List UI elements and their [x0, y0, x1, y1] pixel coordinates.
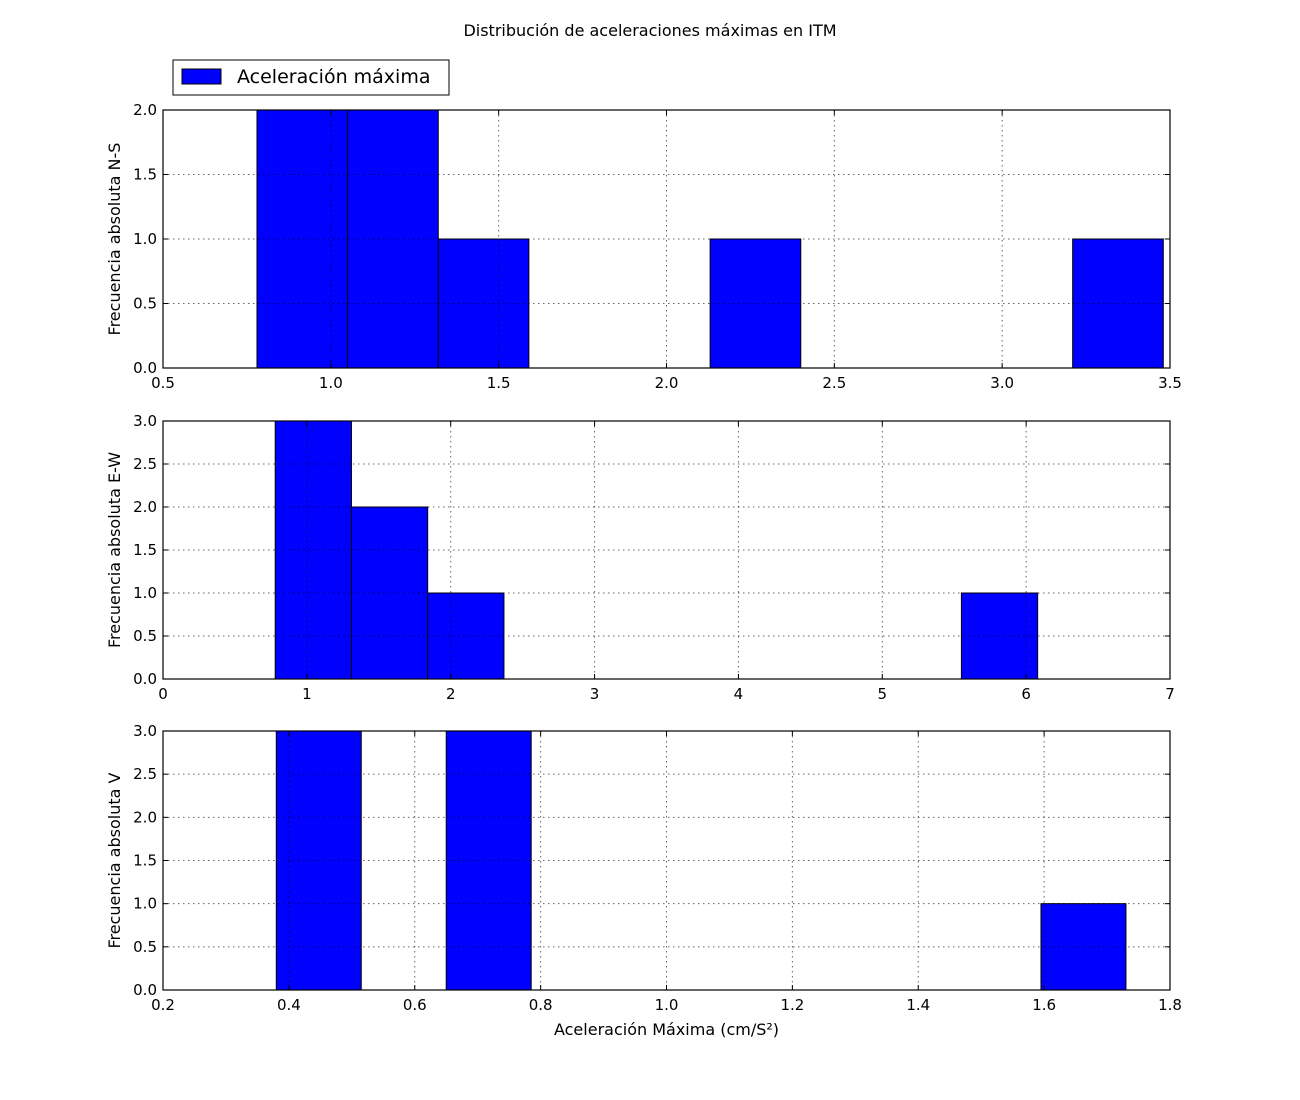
- y-tick-label: 2.0: [133, 498, 157, 516]
- histogram-bar: [427, 592, 505, 680]
- y-tick-label: 1.5: [133, 541, 157, 559]
- x-tick-label: 0.4: [277, 996, 301, 1014]
- x-axis-label: Aceleración Máxima (cm/S²): [554, 1020, 779, 1039]
- x-tick-label: 6: [1021, 685, 1031, 703]
- y-tick-label: 0.5: [133, 938, 157, 956]
- y-tick-label: 0.0: [133, 981, 157, 999]
- x-tick-label: 2.5: [822, 374, 846, 392]
- x-tick-label: 2: [446, 685, 456, 703]
- y-tick-label: 1.0: [133, 584, 157, 602]
- y-tick-label: 1.5: [133, 166, 157, 184]
- x-tick-label: 1.5: [487, 374, 511, 392]
- y-axis-label: Frecuencia absoluta N-S: [105, 143, 124, 336]
- x-tick-label: 3: [590, 685, 600, 703]
- x-tick-label: 3.0: [990, 374, 1014, 392]
- x-tick-label: 1.2: [780, 996, 804, 1014]
- x-tick-label: 1.6: [1032, 996, 1056, 1014]
- x-tick-label: 1.8: [1158, 996, 1182, 1014]
- x-tick-label: 0.8: [529, 996, 553, 1014]
- y-tick-label: 0.5: [133, 627, 157, 645]
- y-tick-label: 0.5: [133, 295, 157, 313]
- y-axis-label: Frecuencia absoluta V: [105, 772, 124, 948]
- y-tick-label: 2.5: [133, 765, 157, 783]
- y-tick-label: 1.0: [133, 230, 157, 248]
- y-tick-label: 3.0: [133, 412, 157, 430]
- x-tick-label: 1.4: [906, 996, 930, 1014]
- x-tick-label: 0.6: [403, 996, 427, 1014]
- histogram-bar: [347, 109, 439, 369]
- figure-title: Distribución de aceleraciones máximas en…: [463, 21, 836, 40]
- y-tick-label: 0.0: [133, 359, 157, 377]
- x-tick-label: 3.5: [1158, 374, 1182, 392]
- y-axis-label: Frecuencia absoluta E-W: [105, 452, 124, 648]
- y-tick-label: 2.0: [133, 808, 157, 826]
- histogram-bar: [350, 506, 429, 680]
- legend-label: Aceleración máxima: [237, 66, 430, 88]
- y-tick-label: 0.0: [133, 670, 157, 688]
- y-tick-label: 3.0: [133, 722, 157, 740]
- x-tick-label: 7: [1165, 685, 1175, 703]
- histogram-bar: [1072, 238, 1164, 369]
- x-tick-label: 1: [302, 685, 312, 703]
- y-tick-label: 1.5: [133, 852, 157, 870]
- x-tick-label: 5: [878, 685, 888, 703]
- x-tick-label: 1.0: [655, 996, 679, 1014]
- x-tick-label: 4: [734, 685, 744, 703]
- y-tick-label: 1.0: [133, 895, 157, 913]
- legend: Aceleración máxima: [172, 59, 450, 96]
- panel-v: 0.2 0.4 0.6 0.8 1.0 1.2 1.4 1.6 1.8 0.0 0.5 1.0 1.5 2…: [105, 722, 1182, 1039]
- x-tick-label: 0.2: [151, 996, 175, 1014]
- panel-ns: 0.5 1.0 1.5 2.0 2.5 3.0 3.50.00.51.01.52.0Frec…: [105, 101, 1182, 392]
- legend-swatch: [181, 68, 222, 85]
- x-tick-label: 1.0: [319, 374, 343, 392]
- y-tick-label: 2.5: [133, 455, 157, 473]
- x-tick-label: 0.5: [151, 374, 175, 392]
- panel-ew: 0 1 2 3 4 5 6 7 0.0 0.5 1.0 1.5 2.0 2.5 3.0 Frecuencia …: [105, 412, 1175, 703]
- x-tick-label: 0: [158, 685, 168, 703]
- x-tick-label: 2.0: [655, 374, 679, 392]
- y-tick-label: 2.0: [133, 101, 157, 119]
